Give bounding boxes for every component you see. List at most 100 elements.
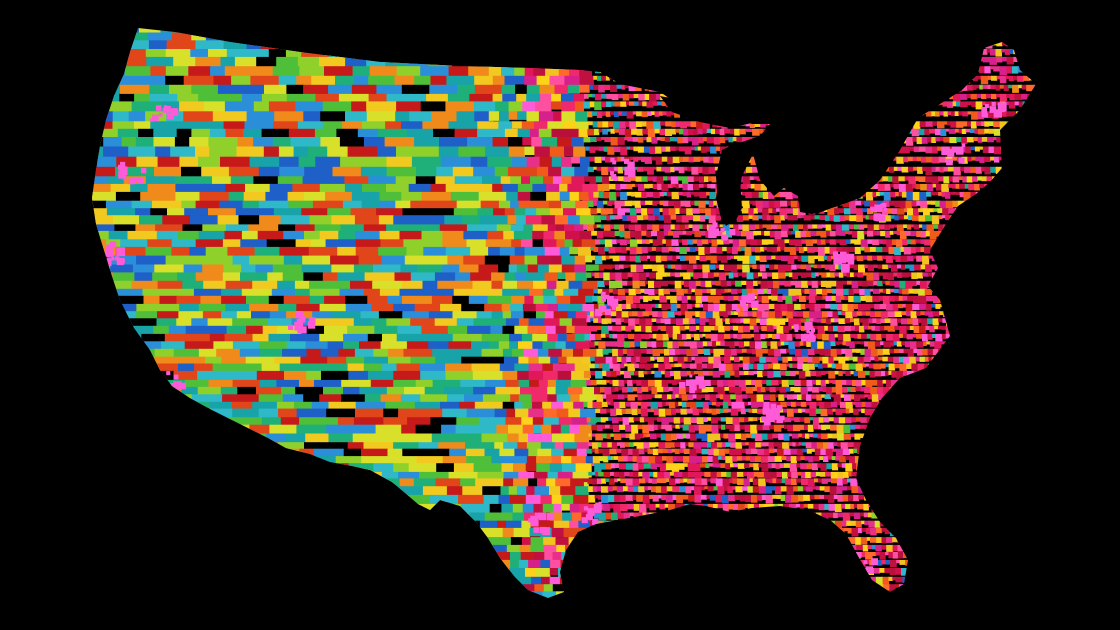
county-region: [569, 66, 580, 77]
county-region: [912, 333, 917, 338]
county-region: [591, 93, 596, 98]
county-region: [664, 166, 671, 173]
county-region: [921, 318, 928, 326]
county-region: [693, 215, 701, 222]
county-region: [791, 230, 796, 235]
county-region: [762, 191, 769, 199]
county-region: [880, 311, 889, 318]
county-region: [617, 341, 625, 347]
county-region: [636, 128, 643, 136]
county-region: [895, 239, 903, 247]
county-region: [814, 303, 821, 312]
county-region: [605, 333, 610, 338]
county-region: [603, 200, 608, 205]
county-region: [835, 230, 840, 236]
county-region: [772, 208, 777, 214]
county-region: [676, 303, 682, 309]
county-region: [635, 176, 642, 182]
county-region: [636, 239, 643, 244]
county-region: [846, 239, 851, 245]
county-region: [771, 356, 779, 365]
county-region: [691, 303, 696, 307]
county-region: [700, 215, 706, 222]
county-region: [974, 183, 980, 191]
county-region: [613, 111, 619, 118]
county-region: [561, 101, 576, 115]
county-region: [849, 200, 856, 209]
county-region: [620, 156, 625, 162]
county-region: [867, 230, 874, 237]
county-region: [986, 49, 991, 53]
county-region: [975, 156, 980, 162]
county-region: [564, 224, 575, 237]
county-region: [770, 215, 775, 220]
county-region: [676, 255, 681, 260]
county-region: [695, 303, 701, 308]
county-region: [677, 176, 683, 181]
county-region: [678, 341, 685, 347]
county-region: [784, 318, 789, 322]
county-region: [674, 166, 680, 171]
county-region: [972, 84, 977, 90]
county-region: [583, 224, 588, 230]
county-region: [918, 176, 926, 182]
county-region: [585, 255, 593, 263]
county-region: [640, 200, 646, 206]
county-region: [906, 325, 911, 330]
county-region: [575, 111, 588, 122]
county-region: [761, 239, 769, 245]
county-region: [803, 224, 809, 231]
county-region: [615, 183, 621, 191]
county-region: [924, 311, 929, 316]
county-region: [659, 128, 666, 136]
county-region: [619, 264, 625, 269]
county-region: [628, 288, 637, 296]
county-region: [879, 303, 887, 310]
county-region: [525, 208, 537, 221]
county-region: [929, 341, 935, 347]
county-region: [932, 146, 938, 154]
county-region: [646, 230, 652, 238]
county-region: [803, 215, 811, 221]
county-region: [893, 183, 900, 189]
county-region: [757, 288, 765, 295]
county-region: [755, 255, 761, 261]
county-region: [763, 288, 768, 294]
county-region: [836, 348, 842, 355]
county-region: [861, 333, 868, 339]
county-region: [843, 208, 851, 215]
county-region: [952, 156, 958, 161]
county-region: [883, 191, 891, 201]
county-region: [754, 183, 762, 191]
county-region: [779, 208, 787, 216]
county-region: [777, 356, 783, 361]
county-region: [856, 311, 863, 316]
county-region: [638, 370, 644, 378]
county-region: [605, 255, 610, 260]
county-region: [656, 137, 661, 141]
county-region: [947, 121, 951, 126]
county-region: [693, 264, 698, 270]
county-region: [697, 146, 702, 151]
county-region: [922, 224, 928, 230]
county-region: [737, 288, 743, 293]
county-region: [254, 49, 270, 61]
county-region: [671, 128, 676, 135]
county-region: [864, 341, 869, 347]
county-region: [506, 191, 519, 202]
county-region: [975, 101, 983, 110]
county-region: [621, 272, 629, 279]
county-region: [656, 272, 663, 280]
county-region: [633, 146, 639, 152]
county-region: [675, 183, 680, 189]
county-region: [862, 255, 868, 260]
county-region: [675, 264, 682, 270]
county-region: [762, 215, 768, 221]
county-region: [692, 224, 700, 232]
county-region: [922, 255, 930, 265]
county-region: [858, 264, 865, 273]
county-region: [651, 318, 657, 322]
county-region: [853, 264, 859, 271]
county-region: [924, 239, 931, 246]
county-region: [630, 176, 637, 181]
